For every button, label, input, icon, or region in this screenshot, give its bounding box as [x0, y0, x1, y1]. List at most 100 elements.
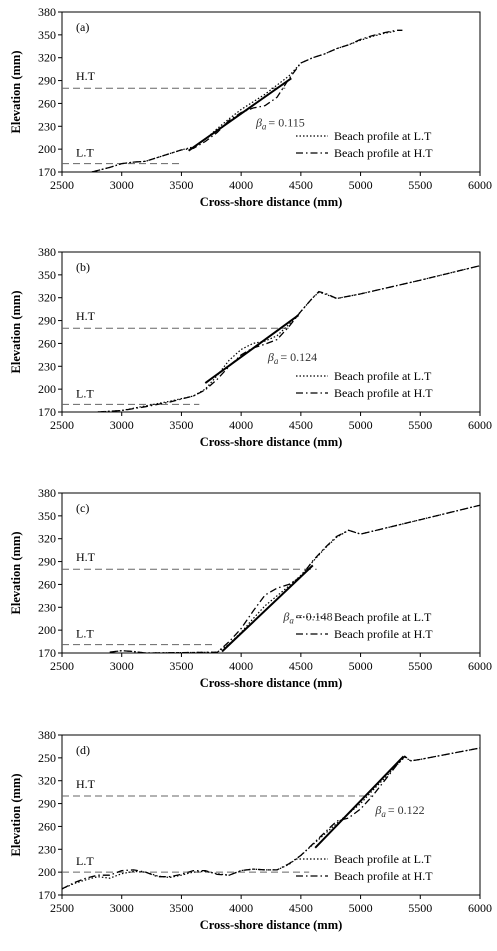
y-tick-label: 230: [38, 119, 56, 133]
x-tick-label: 3500: [169, 418, 193, 432]
y-tick-label: 290: [38, 555, 56, 569]
beach-slope-line: [188, 77, 292, 152]
panel-label: (d): [76, 743, 90, 757]
x-tick-label: 2500: [50, 901, 74, 915]
y-tick-label: 350: [38, 509, 56, 523]
high-tide-label: H.T: [76, 309, 96, 323]
x-tick-label: 5000: [349, 901, 373, 915]
x-tick-label: 5500: [408, 901, 432, 915]
x-tick-label: 4000: [229, 901, 253, 915]
x-tick-label: 4000: [229, 659, 253, 673]
x-tick-label: 4000: [229, 178, 253, 192]
y-tick-label: 380: [38, 728, 56, 742]
x-tick-label: 5000: [349, 418, 373, 432]
y-tick-label: 260: [38, 577, 56, 591]
series-line-ht: [91, 29, 403, 172]
legend-entry: Beach profile at L.T: [334, 129, 432, 143]
x-tick-label: 6000: [468, 178, 492, 192]
panel-a: 170 200 230 260 290 320 350 380 2500 3000 3500 4000…: [9, 5, 492, 209]
low-tide-label: L.T: [76, 627, 94, 641]
x-tick-label: 6000: [468, 901, 492, 915]
x-axis-label: Cross-shore distance (mm): [200, 195, 343, 209]
slope-value: = 0.124: [280, 350, 317, 364]
x-tick-label: 5500: [408, 418, 432, 432]
plot-frame: [61, 251, 481, 413]
x-axis-label: Cross-shore distance (mm): [200, 676, 343, 690]
x-tick-label: 5500: [408, 659, 432, 673]
y-axis-label: Elevation (mm): [9, 291, 23, 374]
x-tick-label: 6000: [468, 659, 492, 673]
legend-entry: Beach profile at L.T: [334, 369, 432, 383]
x-tick-label: 4500: [289, 901, 313, 915]
y-tick-label: 260: [38, 96, 56, 110]
plot-frame: [61, 734, 481, 896]
x-tick-label: 5000: [349, 659, 373, 673]
y-tick-label: 320: [38, 51, 56, 65]
high-tide-label: H.T: [76, 550, 96, 564]
y-tick-label: 170: [38, 165, 56, 179]
high-tide-label: H.T: [76, 777, 96, 791]
x-tick-label: 5000: [349, 178, 373, 192]
legend-entry: Beach profile at H.T: [334, 627, 433, 641]
beach-slope-line: [221, 564, 314, 653]
slope-value: = 0.115: [268, 115, 304, 129]
x-tick-label: 2500: [50, 418, 74, 432]
x-tick-label: 5500: [408, 178, 432, 192]
y-tick-label: 200: [38, 142, 56, 156]
high-tide-label: H.T: [76, 69, 96, 83]
x-tick-label: 4500: [289, 418, 313, 432]
y-axis-label: Elevation (mm): [9, 51, 23, 134]
y-tick-label: 320: [38, 291, 56, 305]
x-tick-label: 6000: [468, 418, 492, 432]
y-tick-label: 260: [38, 336, 56, 350]
y-tick-label: 170: [38, 646, 56, 660]
slope-value: = 0.122: [388, 803, 425, 817]
y-tick-label: 350: [38, 268, 56, 282]
y-tick-label: 170: [38, 405, 56, 419]
series-line-ht: [62, 747, 480, 890]
y-tick-label: 380: [38, 245, 56, 259]
slope-annotation: βa = 0.115: [255, 115, 305, 131]
legend-entry: Beach profile at H.T: [334, 869, 433, 883]
x-tick-label: 3500: [169, 178, 193, 192]
y-axis-label: Elevation (mm): [9, 774, 23, 857]
low-tide-label: L.T: [76, 854, 94, 868]
panel-b: 170 200 230 260 290 320 350 380 2500 3000 3500 4000…: [9, 245, 492, 449]
panel-c: 170 200 230 260 290 320 350 380 2500 3000 3500 4000…: [9, 486, 492, 690]
panel-label: (c): [76, 501, 89, 515]
y-tick-label: 290: [38, 314, 56, 328]
x-tick-label: 3000: [110, 659, 134, 673]
series-line-ht: [97, 265, 480, 412]
y-tick-label: 170: [38, 888, 56, 902]
x-axis-label: Cross-shore distance (mm): [200, 918, 343, 932]
x-tick-label: 3500: [169, 901, 193, 915]
beach-slope-line: [314, 755, 405, 849]
y-tick-label: 260: [38, 819, 56, 833]
slope-annotation: βa = 0.124: [267, 350, 317, 366]
low-tide-label: L.T: [76, 146, 94, 160]
y-tick-label: 200: [38, 623, 56, 637]
legend-entry: Beach profile at H.T: [334, 146, 433, 160]
y-tick-label: 320: [38, 774, 56, 788]
y-tick-label: 290: [38, 74, 56, 88]
slope-annotation: βa = 0.122: [374, 803, 424, 819]
y-tick-label: 380: [38, 5, 56, 19]
y-tick-label: 230: [38, 600, 56, 614]
x-tick-label: 3500: [169, 659, 193, 673]
x-tick-label: 3000: [110, 901, 134, 915]
y-tick-label: 200: [38, 865, 56, 879]
series-line-lt: [97, 265, 480, 412]
x-tick-label: 2500: [50, 178, 74, 192]
x-tick-label: 2500: [50, 659, 74, 673]
x-axis-label: Cross-shore distance (mm): [200, 435, 343, 449]
panel-label: (b): [76, 260, 90, 274]
x-tick-label: 4500: [289, 659, 313, 673]
beach-slope-line: [204, 314, 300, 384]
panel-d: 170 200 230 260 290 320 250 380 2500 3000 3500 4000…: [9, 728, 492, 932]
y-axis-label: Elevation (mm): [9, 532, 23, 615]
series-line-lt: [62, 747, 480, 890]
x-tick-label: 3000: [110, 418, 134, 432]
x-tick-label: 3000: [110, 178, 134, 192]
y-tick-label: 290: [38, 797, 56, 811]
